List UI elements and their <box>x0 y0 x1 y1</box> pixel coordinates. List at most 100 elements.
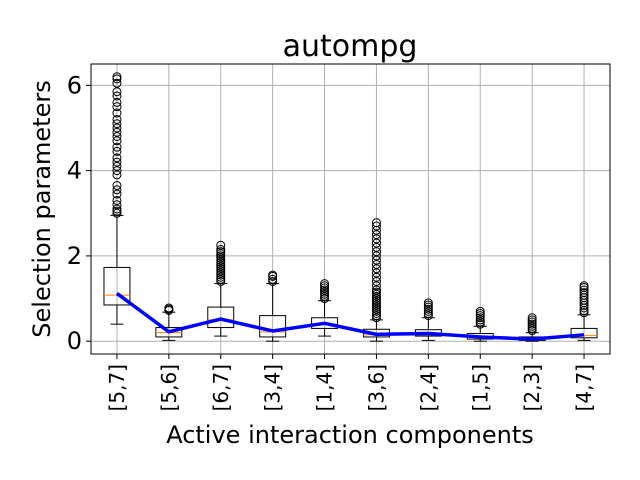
grid <box>91 64 610 354</box>
outlier-point <box>371 287 381 297</box>
y-tick-label: 4 <box>67 157 82 185</box>
outlier-point <box>112 127 122 137</box>
outlier-point <box>371 242 381 252</box>
outlier-point <box>579 288 589 298</box>
outlier-point <box>371 234 381 244</box>
outlier-point <box>423 300 433 310</box>
outlier-point <box>475 319 485 329</box>
outlier-point <box>371 221 381 231</box>
outlier-point <box>112 153 122 163</box>
outlier-point <box>475 311 485 321</box>
x-tick-label: [4,7] <box>572 364 596 411</box>
outlier-point <box>112 87 122 97</box>
outlier-point <box>423 298 433 308</box>
outlier-point <box>216 264 226 274</box>
outlier-point <box>216 245 226 255</box>
outlier-point <box>112 206 122 216</box>
outlier-point <box>112 91 122 101</box>
box-plot <box>207 240 235 337</box>
outlier-point <box>371 300 381 310</box>
outlier-point <box>112 181 122 191</box>
outlier-point <box>268 277 278 286</box>
mean-line-group <box>115 292 585 341</box>
outlier-point <box>112 108 122 118</box>
outlier-point <box>216 274 226 284</box>
outlier-point <box>268 274 278 284</box>
outlier-point <box>112 102 122 112</box>
outlier-point <box>371 294 381 304</box>
outlier-point <box>371 306 381 316</box>
axes-frame <box>90 63 611 355</box>
y-ticks: 0 2 4 6 <box>67 71 91 355</box>
outlier-point <box>216 272 226 282</box>
y-axis-label: Selection parameters <box>28 80 56 337</box>
outlier-point <box>371 251 381 261</box>
outlier-point <box>423 306 433 316</box>
outlier-point <box>371 272 381 282</box>
outlier-point <box>371 302 381 312</box>
outlier-point <box>371 298 381 308</box>
x-tick-label: [1,5] <box>468 364 492 411</box>
outlier-point <box>112 208 122 218</box>
outlier-point <box>112 157 122 167</box>
outlier-point <box>423 304 433 314</box>
outlier-point <box>164 303 174 313</box>
outlier-point <box>112 97 122 107</box>
y-tick-label: 0 <box>67 327 82 355</box>
outlier-point <box>475 315 485 325</box>
outlier-point <box>527 313 537 323</box>
outlier-point <box>475 306 485 316</box>
outlier-point <box>320 279 330 289</box>
outlier-point <box>320 281 330 291</box>
x-tick-label: [3,4] <box>261 364 285 411</box>
outlier-point <box>216 262 226 272</box>
outlier-point <box>216 268 226 278</box>
x-tick-label: [5,6] <box>157 364 181 411</box>
outlier-point <box>371 281 381 291</box>
outlier-point <box>371 291 381 301</box>
outlier-point <box>216 255 226 265</box>
outlier-point <box>527 319 537 329</box>
outlier-point <box>112 170 122 180</box>
box-body <box>570 327 598 339</box>
x-tick-label: [2,3] <box>520 364 544 411</box>
outlier-point <box>112 119 122 129</box>
outlier-point <box>579 308 589 318</box>
y-tick-label: 6 <box>67 71 82 99</box>
outlier-point <box>112 114 122 124</box>
outlier-point <box>371 289 381 299</box>
outlier-point <box>475 308 485 318</box>
outlier-point <box>112 78 122 88</box>
box-plot <box>518 313 546 342</box>
outlier-point <box>527 326 537 336</box>
boxes <box>103 72 598 342</box>
x-tick-label: [5,7] <box>105 364 129 411</box>
x-tick-label: [1,4] <box>313 364 337 411</box>
outlier-point <box>371 230 381 240</box>
outlier-point <box>216 247 226 257</box>
outlier-point <box>216 277 226 286</box>
outlier-point <box>320 289 330 299</box>
outlier-point <box>527 321 537 331</box>
outlier-point <box>371 285 381 295</box>
box-body <box>207 306 235 329</box>
outlier-point <box>371 247 381 257</box>
y-tick-label: 2 <box>67 242 82 270</box>
outlier-point <box>371 218 381 228</box>
outlier-point <box>371 296 381 306</box>
box-body <box>103 266 131 306</box>
outlier-point <box>527 317 537 327</box>
outlier-point <box>371 311 381 321</box>
outlier-point <box>475 317 485 327</box>
outlier-point <box>112 132 122 141</box>
outlier-point <box>320 287 330 297</box>
outlier-point <box>216 251 226 261</box>
outlier-point <box>112 161 122 171</box>
outlier-point <box>423 311 433 321</box>
outlier-point <box>216 257 226 267</box>
outlier-point <box>320 283 330 293</box>
outlier-point <box>371 277 381 286</box>
outlier-point <box>268 270 278 280</box>
outlier-point <box>112 123 122 133</box>
